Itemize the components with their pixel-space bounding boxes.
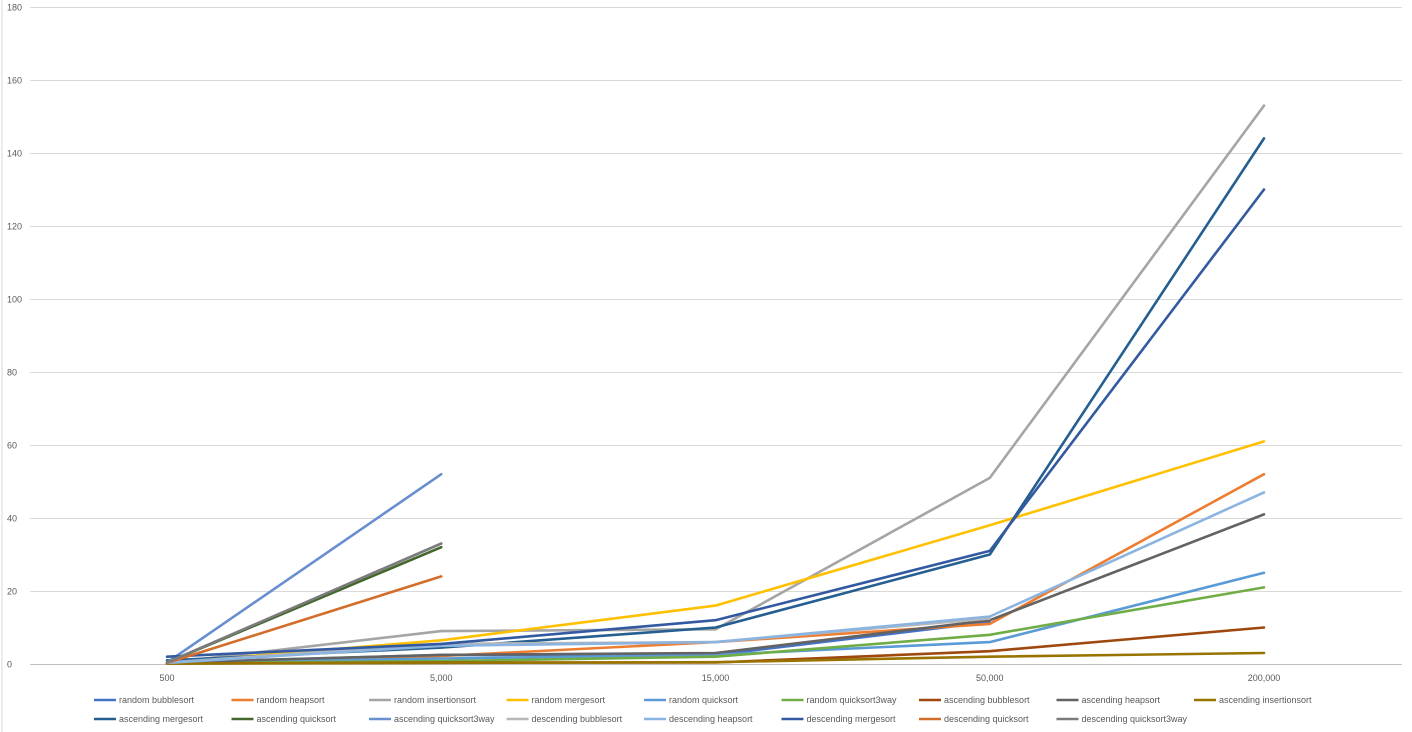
y-tick-label: 60 [7,441,17,451]
x-tick-label: 200,000 [1248,673,1281,683]
legend-item: random quicksort [644,695,739,705]
legend-item: descending mergesort [781,714,897,724]
legend-item: descending heapsort [644,714,753,724]
series-lines [165,104,1266,665]
legend-item: ascending bubblesort [919,695,1030,705]
series-line [165,472,443,664]
gridlines [30,7,1402,665]
legend-item: ascending insertionsort [1194,695,1312,705]
legend-label: random quicksort [669,695,739,705]
legend-item: random insertionsort [369,695,477,705]
legend-label: descending quicksort [944,714,1029,724]
series-line [165,513,1266,664]
legend-label: ascending insertionsort [1219,695,1312,705]
legend-item: ascending heapsort [1056,695,1161,705]
legend-label: ascending quicksort [257,714,337,724]
legend-label: ascending bubblesort [944,695,1030,705]
legend-item: ascending quicksort3way [369,714,495,724]
legend-item: ascending mergesort [94,714,204,724]
series-line [165,491,1266,665]
series-line [165,104,1266,665]
y-tick-label: 80 [7,368,17,378]
legend-label: descending quicksort3way [1082,714,1188,724]
legend-item: descending bubblesort [506,714,623,724]
legend-label: descending bubblesort [532,714,623,724]
legend: random bubblesort random heapsort random i… [94,695,1312,724]
y-tick-label: 20 [7,587,17,597]
legend-label: random quicksort3way [807,695,898,705]
legend-label: random bubblesort [119,695,195,705]
legend-item: random heapsort [231,695,326,705]
series-line [165,137,1266,662]
legend-label: descending mergesort [807,714,897,724]
legend-item: descending quicksort [919,714,1029,724]
x-tick-label: 5,000 [430,673,453,683]
legend-label: random heapsort [257,695,326,705]
legend-item: descending quicksort3way [1056,714,1188,724]
series-line [165,472,1266,665]
legend-item: random bubblesort [94,695,195,705]
y-tick-label: 100 [7,295,22,305]
legend-label: ascending heapsort [1082,695,1161,705]
y-tick-label: 120 [7,222,22,232]
series-line [165,542,443,664]
legend-label: ascending mergesort [119,714,204,724]
series-line [165,651,1266,665]
legend-label: ascending quicksort3way [394,714,495,724]
y-tick-label: 0 [7,660,12,670]
legend-item: random quicksort3way [781,695,898,705]
y-tick-label: 160 [7,76,22,86]
x-tick-label: 500 [159,673,174,683]
series-line [165,188,1266,659]
y-tick-label: 40 [7,514,17,524]
series-line [165,575,443,665]
x-tick-label: 15,000 [702,673,730,683]
x-tick-label: 50,000 [976,673,1004,683]
y-tick-label: 140 [7,149,22,159]
legend-label: random mergesort [532,695,606,705]
legend-item: ascending quicksort [231,714,337,724]
legend-label: random insertionsort [394,695,477,705]
legend-item: random mergesort [506,695,606,705]
axes: 0 20 40 60 80 100 120 140 160 180 500 5,000 15,000 50… [1,0,1281,732]
legend-label: descending heapsort [669,714,753,724]
y-tick-label: 180 [7,3,22,13]
